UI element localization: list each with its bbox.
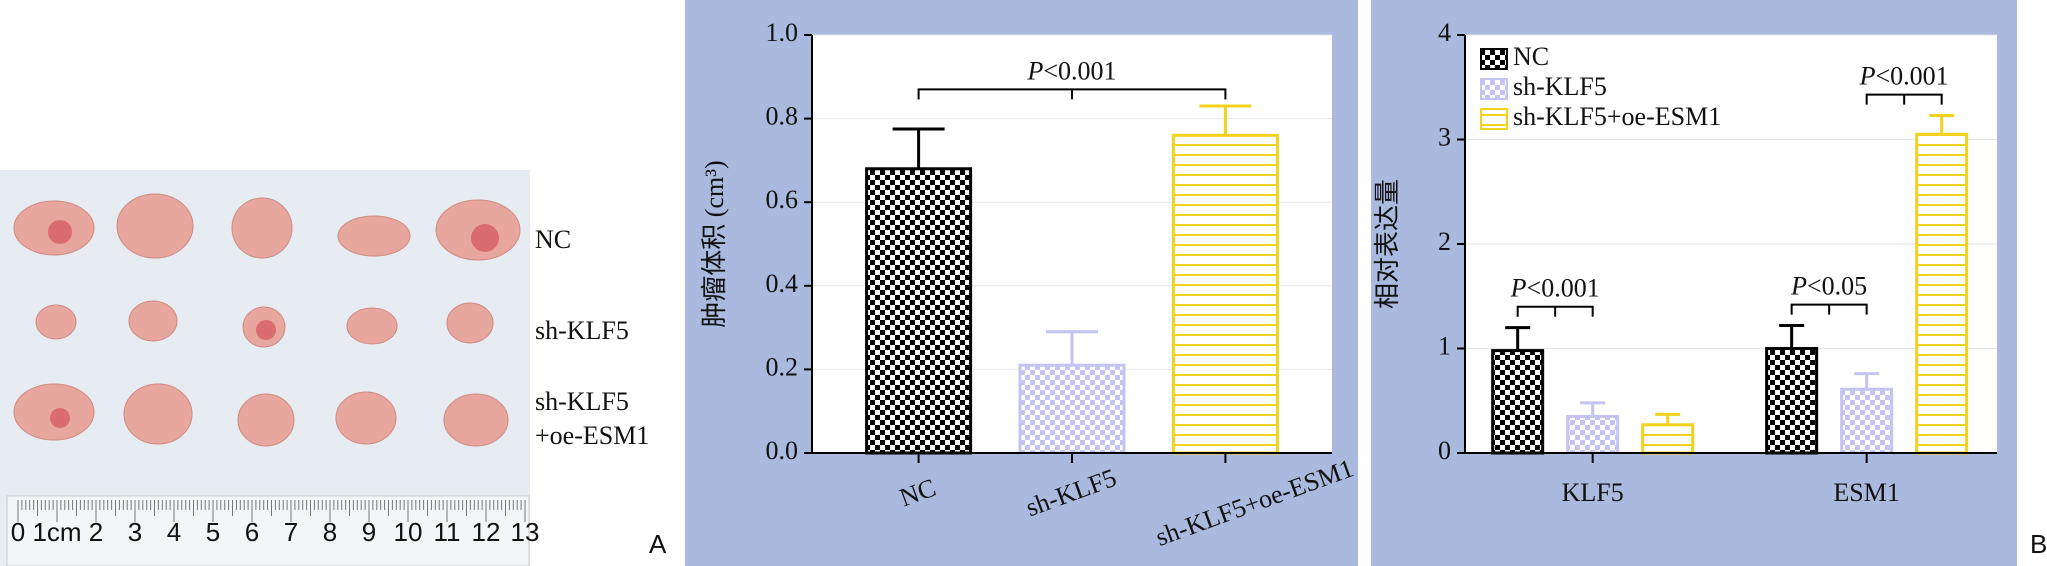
ruler-label: 1cm [32,517,81,547]
y-axis-label: 肿瘤体积 (cm³) [700,160,729,327]
y-tick-label: 1.0 [766,18,799,47]
row-label: sh-KLF5 [535,387,629,416]
y-tick-label: 0.8 [766,102,799,131]
significance-bracket [1516,305,1594,317]
ruler-label: 12 [472,517,501,547]
legend-swatch [1480,78,1508,100]
y-tick-label: 0.0 [766,436,799,465]
legend-label: sh-KLF5 [1513,72,1607,101]
ruler-label: 9 [362,517,376,547]
significance-bracket [917,88,1227,100]
y-tick-label: 4 [1438,18,1451,47]
row-label: NC [535,225,571,254]
legend-label: NC [1513,42,1549,71]
y-tick-label: 0 [1438,436,1451,465]
annotation: P<0.001 [1510,274,1600,303]
panel-label: A [649,529,667,559]
legend-label: sh-KLF5+oe-ESM1 [1513,102,1721,131]
legend-swatch [1480,108,1508,130]
y-tick-label: 0.6 [766,185,799,214]
ruler-label: 4 [167,517,181,547]
ruler-label: 2 [89,517,103,547]
legend-swatch [1480,48,1508,70]
bar [1491,349,1545,455]
annotation: P<0.05 [1790,272,1867,301]
ruler-label: 10 [394,517,423,547]
x-tick-label: ESM1 [1833,478,1899,507]
y-tick-label: 0.2 [766,352,799,381]
significance-bracket [1790,303,1868,315]
ruler-label: 11 [434,517,461,547]
y-tick-label: 3 [1438,122,1451,151]
tumors [13,193,521,447]
significance-bracket [1865,93,1943,105]
ruler-label: 6 [245,517,259,547]
x-tick-label: KLF5 [1562,478,1624,507]
bar [1840,387,1894,455]
ruler-label: 13 [511,517,540,547]
ruler-label: 0 [11,517,25,547]
y-axis-label: 相对表达量 [1373,179,1402,309]
row-label: sh-KLF5 [535,316,629,345]
bar [1765,347,1819,455]
ruler-label: 3 [128,517,142,547]
ruler-ticks: 0 1cm 2 3 4 5 6 7 8 9 10 11 12 13 [11,500,540,547]
bar [865,167,973,455]
annotation: P<0.001 [1859,62,1949,91]
annotation: P<0.001 [1026,56,1116,85]
bar [1566,414,1620,455]
y-tick-label: 0.4 [766,269,799,298]
y-tick-label: 1 [1438,331,1451,360]
panel-label: B [2030,529,2047,559]
ruler-label: 7 [284,517,298,547]
row-label: +oe-ESM1 [535,421,649,450]
bar [1915,132,1969,455]
tumor-shading [48,220,499,428]
y-tick-label: 2 [1438,227,1451,256]
bar [1171,133,1279,455]
bar [1018,363,1126,455]
ruler-label: 8 [323,517,337,547]
ruler-label: 5 [206,517,220,547]
bar [1641,423,1695,455]
